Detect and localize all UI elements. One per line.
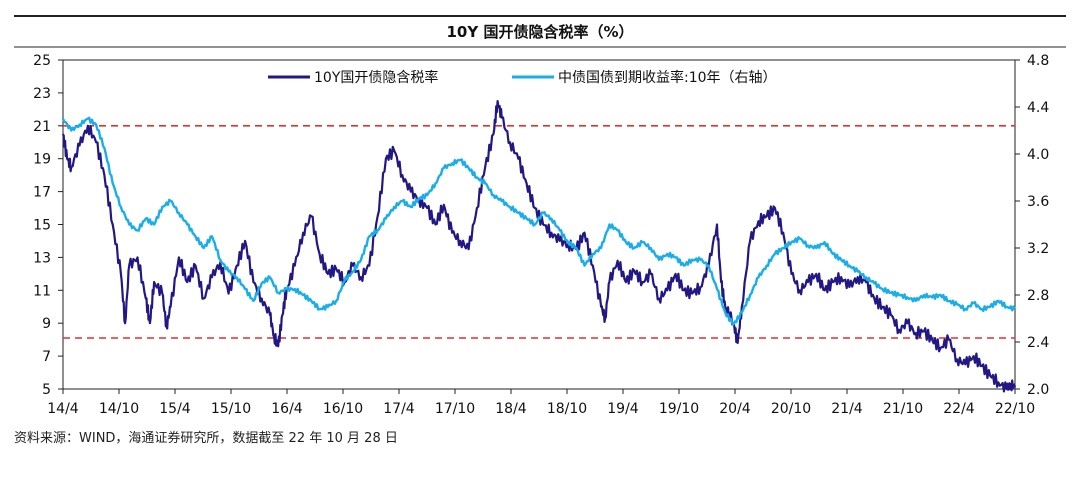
legend-label-series-1: 10Y国开债隐含税率 (314, 69, 438, 86)
x-tick-label: 19/4 (607, 401, 639, 417)
source-footnote: 资料来源：WIND，海通证券研究所，数据截至 22 年 10 月 28 日 (14, 431, 398, 446)
x-tick-label: 18/4 (495, 401, 527, 417)
y-right-tick-label: 4.4 (1027, 100, 1049, 116)
x-tick-label: 22/4 (943, 401, 975, 417)
series-line-2 (61, 116, 1017, 326)
x-tick-label: 17/4 (383, 401, 415, 417)
y-left-tick-label: 25 (33, 53, 51, 69)
series-line-1 (61, 99, 1017, 393)
y-right-tick-label: 2.0 (1027, 382, 1049, 398)
x-tick-label: 15/10 (211, 401, 251, 417)
y-left-axis: 5 7 9 11 13 15 17 19 21 23 25 (33, 53, 63, 398)
y-right-tick-label: 2.8 (1027, 288, 1049, 304)
x-axis: 14/4 14/10 15/4 15/10 16/4 16/10 17/4 17/10 18/4… (47, 389, 1035, 417)
legend: 10Y国开债隐含税率 中债国债到期收益率:10年（右轴） (268, 69, 777, 86)
y-left-tick-label: 9 (42, 316, 51, 332)
legend-label-series-2: 中债国债到期收益率:10年（右轴） (558, 69, 777, 86)
x-tick-label: 19/10 (659, 401, 699, 417)
plot-frame (62, 59, 1016, 390)
y-right-tick-label: 3.6 (1027, 194, 1049, 210)
y-left-tick-label: 5 (42, 382, 51, 398)
y-right-tick-label: 3.2 (1027, 241, 1049, 257)
y-left-tick-label: 21 (33, 119, 51, 135)
y-right-tick-label: 4.8 (1027, 53, 1049, 69)
y-right-tick-label: 4.0 (1027, 147, 1049, 163)
series-layer (61, 99, 1017, 393)
x-tick-label: 14/10 (99, 401, 139, 417)
y-left-tick-label: 23 (33, 86, 51, 102)
y-left-tick-label: 17 (33, 185, 51, 201)
x-tick-label: 16/10 (323, 401, 363, 417)
y-left-tick-label: 19 (33, 152, 51, 168)
x-tick-label: 17/10 (435, 401, 475, 417)
y-left-tick-label: 13 (33, 250, 51, 266)
y-right-tick-label: 2.4 (1027, 335, 1049, 351)
chart-title: 10Y 国开债隐含税率（%） (447, 23, 634, 41)
y-left-tick-label: 11 (33, 283, 51, 299)
x-tick-label: 20/4 (719, 401, 751, 417)
y-right-axis: 2.0 2.4 2.8 3.2 3.6 4.0 4.4 4.8 (1015, 53, 1049, 398)
y-left-tick-label: 15 (33, 218, 51, 234)
x-tick-label: 21/10 (883, 401, 923, 417)
x-tick-label: 22/10 (995, 401, 1035, 417)
x-tick-label: 15/4 (159, 401, 191, 417)
x-tick-label: 16/4 (271, 401, 303, 417)
x-tick-label: 20/10 (771, 401, 811, 417)
x-tick-label: 14/4 (47, 401, 79, 417)
x-tick-label: 18/10 (547, 401, 587, 417)
y-left-tick-label: 7 (42, 349, 51, 365)
reference-lines (63, 125, 1015, 339)
x-tick-label: 21/4 (831, 401, 863, 417)
